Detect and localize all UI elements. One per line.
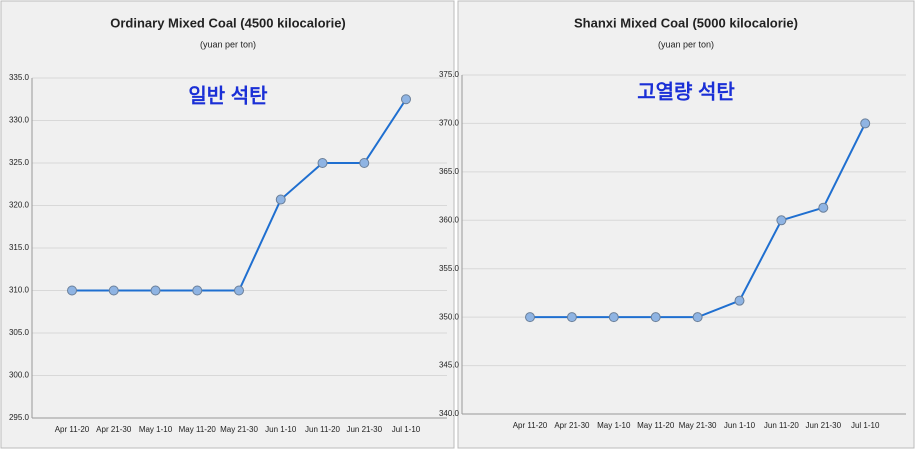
chart-title: Ordinary Mixed Coal (4500 kilocalorie) xyxy=(110,15,346,30)
x-tick-label: Apr 21-30 xyxy=(554,421,590,430)
point xyxy=(734,295,745,306)
point xyxy=(108,285,119,296)
point xyxy=(818,202,829,213)
y-tick-label: 340.0 xyxy=(439,409,460,418)
point xyxy=(275,194,286,205)
y-tick-label: 360.0 xyxy=(439,215,460,224)
y-tick-label: 295.0 xyxy=(9,413,30,422)
y-tick-label: 315.0 xyxy=(9,243,30,252)
panel xyxy=(0,0,455,449)
point xyxy=(860,118,871,129)
x-tick-label: Jun 11-20 xyxy=(305,425,341,434)
annotation: 고열량 석탄 xyxy=(637,80,735,103)
x-tick-label: May 21-30 xyxy=(679,421,717,430)
x-tick-label: May 11-20 xyxy=(637,421,675,430)
x-tick-label: Jul 1-10 xyxy=(392,425,421,434)
annotation: 일반 석탄 xyxy=(188,84,268,107)
x-tick-label: Apr 11-20 xyxy=(55,425,90,434)
x-tick-label: Jun 11-20 xyxy=(764,421,800,430)
point xyxy=(401,94,411,105)
chart-subtitle: (yuan per ton) xyxy=(200,39,256,49)
x-tick-label: May 1-10 xyxy=(597,421,631,430)
point xyxy=(525,312,535,323)
point xyxy=(234,285,244,296)
point xyxy=(192,285,203,296)
y-tick-label: 320.0 xyxy=(9,201,30,210)
x-tick-label: Apr 21-30 xyxy=(96,425,132,434)
chart-subtitle: (yuan per ton) xyxy=(658,39,714,49)
x-tick-label: Jul 1-10 xyxy=(851,421,880,430)
point xyxy=(317,158,328,168)
point xyxy=(776,215,787,226)
y-tick-label: 345.0 xyxy=(439,361,460,370)
x-tick-label: Jun 21-30 xyxy=(806,421,842,430)
y-tick-label: 355.0 xyxy=(439,264,460,273)
y-tick-label: 365.0 xyxy=(439,167,460,176)
point xyxy=(67,285,77,296)
y-tick-label: 305.0 xyxy=(9,328,30,337)
point xyxy=(608,312,619,323)
y-tick-label: 335.0 xyxy=(9,73,30,82)
y-tick-label: 325.0 xyxy=(9,158,30,167)
x-tick-label: May 11-20 xyxy=(179,425,217,434)
point xyxy=(692,312,703,323)
x-tick-label: May 1-10 xyxy=(139,425,173,434)
y-tick-label: 330.0 xyxy=(9,116,30,125)
y-tick-label: 300.0 xyxy=(9,371,30,380)
y-tick-label: 375.0 xyxy=(439,70,460,79)
point xyxy=(650,312,661,323)
x-tick-label: Jun 1-10 xyxy=(724,421,756,430)
panel xyxy=(457,0,915,449)
y-tick-label: 310.0 xyxy=(9,286,30,295)
point xyxy=(150,285,161,296)
point xyxy=(566,312,577,323)
point xyxy=(359,158,370,168)
y-tick-label: 370.0 xyxy=(439,119,460,128)
x-tick-label: Jun 21-30 xyxy=(346,425,382,434)
chart-title: Shanxi Mixed Coal (5000 kilocalorie) xyxy=(574,15,798,30)
x-tick-label: May 21-30 xyxy=(220,425,258,434)
x-tick-label: Jun 1-10 xyxy=(265,425,297,434)
y-tick-label: 350.0 xyxy=(439,312,460,321)
x-tick-label: Apr 11-20 xyxy=(513,421,548,430)
